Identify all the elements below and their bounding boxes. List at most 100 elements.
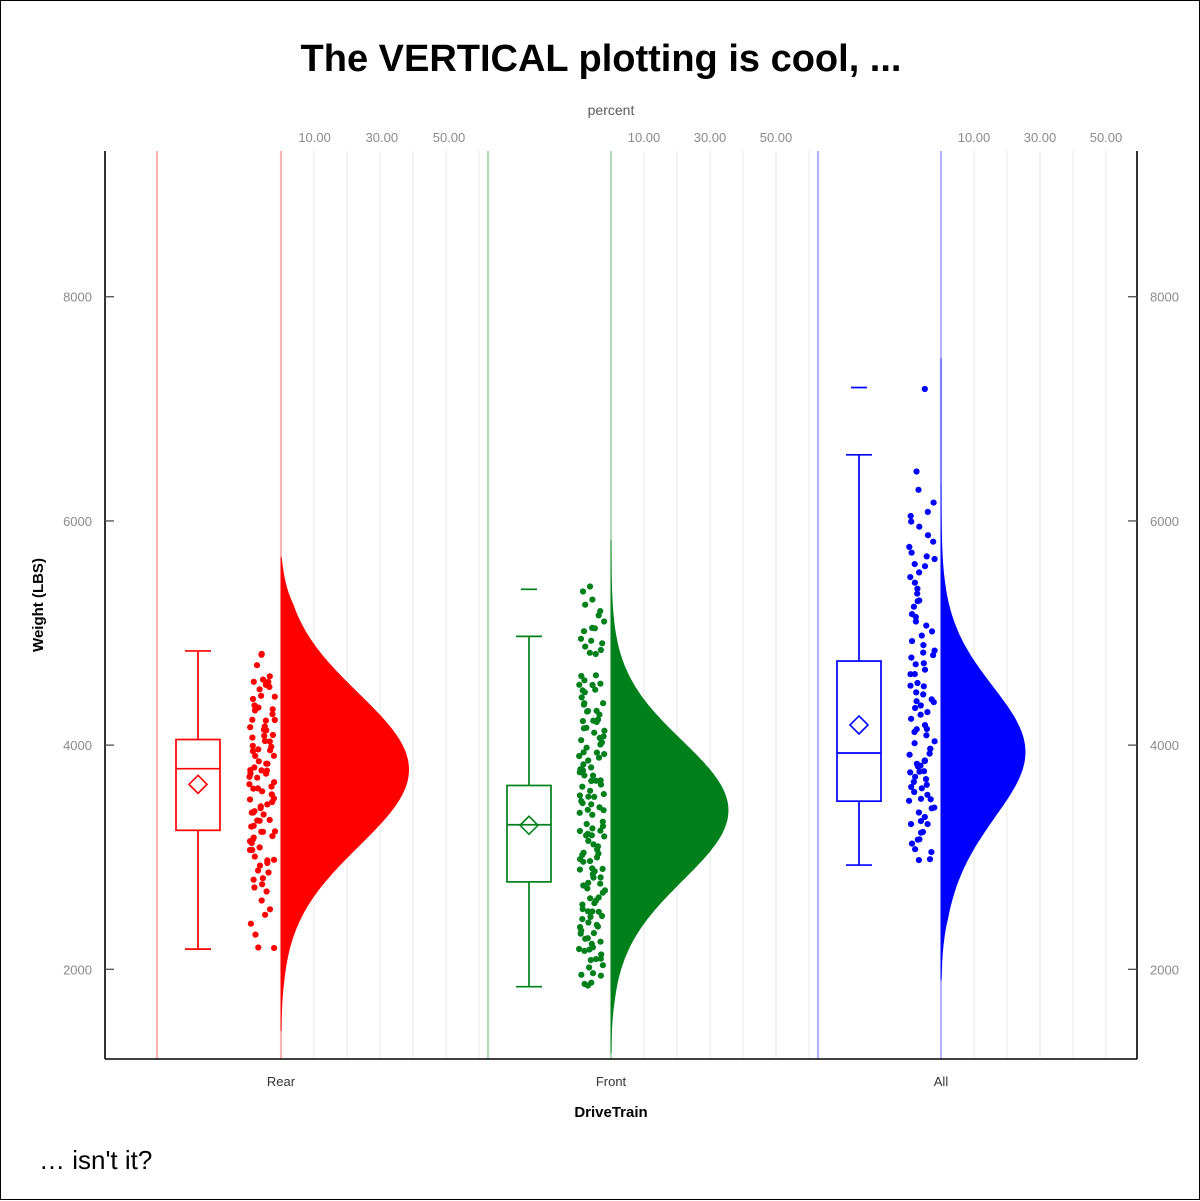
scatter-point bbox=[576, 792, 584, 799]
scatter-point bbox=[586, 964, 593, 971]
scatter-point bbox=[589, 908, 596, 915]
scatter-point bbox=[585, 879, 592, 886]
scatter-point bbox=[586, 858, 594, 865]
scatter-point bbox=[907, 671, 914, 678]
scatter-point bbox=[923, 553, 930, 560]
chart-footnote: … isn't it? bbox=[39, 1145, 152, 1175]
scatter-point bbox=[592, 956, 600, 963]
scatter-point bbox=[589, 681, 596, 689]
scatter-point bbox=[591, 793, 598, 801]
scatter-point bbox=[250, 785, 257, 792]
scatter-point bbox=[246, 846, 254, 854]
scatter-point bbox=[583, 832, 590, 839]
scatter-point bbox=[908, 783, 915, 791]
scatter-point bbox=[908, 840, 916, 847]
scatter-point bbox=[270, 856, 278, 863]
scatter-point bbox=[584, 707, 592, 715]
percent-tick-label: 30.00 bbox=[694, 130, 727, 145]
scatter-point bbox=[249, 748, 256, 755]
scatter-point bbox=[920, 683, 927, 690]
scatter-point bbox=[912, 661, 919, 668]
scatter-point bbox=[255, 944, 262, 951]
scatter-point bbox=[911, 740, 918, 747]
scatter-point bbox=[927, 796, 934, 803]
scatter-point bbox=[601, 618, 608, 625]
scatter-point bbox=[592, 686, 599, 693]
scatter-point bbox=[593, 777, 600, 784]
scatter-point bbox=[920, 768, 928, 775]
scatter-point bbox=[269, 833, 276, 840]
scatter-point bbox=[262, 911, 269, 918]
scatter-point bbox=[259, 881, 266, 888]
scatter-point bbox=[579, 901, 586, 908]
scatter-point bbox=[920, 649, 927, 656]
scatter-point bbox=[580, 749, 587, 756]
y-tick-label-right: 8000 bbox=[1150, 290, 1179, 305]
scatter-point bbox=[271, 693, 278, 700]
scatter-point bbox=[591, 900, 598, 907]
scatter-point bbox=[580, 628, 588, 635]
scatter-point bbox=[599, 823, 607, 830]
scatter-point bbox=[914, 679, 921, 687]
percent-tick-label: 30.00 bbox=[1024, 130, 1057, 145]
scatter-point bbox=[601, 887, 609, 894]
scatter-point bbox=[263, 770, 270, 777]
scatter-point bbox=[589, 772, 597, 779]
scatter-point bbox=[598, 912, 606, 920]
percent-tick-label: 10.00 bbox=[628, 130, 661, 145]
scatter-point bbox=[907, 574, 914, 581]
scatter-point bbox=[251, 853, 258, 860]
scatter-point bbox=[924, 532, 932, 539]
scatter-point bbox=[265, 869, 272, 876]
scatter-point bbox=[915, 763, 922, 770]
scatter-point bbox=[588, 832, 595, 839]
scatter-point bbox=[597, 680, 604, 687]
scatter-point bbox=[913, 468, 920, 475]
scatter-point bbox=[246, 773, 253, 780]
scatter-point bbox=[595, 754, 603, 761]
scatter-point bbox=[249, 742, 256, 749]
scatter-point bbox=[600, 791, 607, 798]
scatter-point bbox=[911, 788, 918, 796]
scatter-point bbox=[600, 807, 607, 814]
x-axis-title: DriveTrain bbox=[574, 1104, 647, 1121]
scatter-point bbox=[912, 618, 920, 625]
scatter-point bbox=[915, 486, 922, 493]
scatter-point bbox=[926, 856, 934, 863]
scatter-point bbox=[268, 783, 275, 790]
scatter-point bbox=[923, 725, 931, 733]
scatter-point bbox=[582, 643, 589, 650]
scatter-point bbox=[930, 499, 937, 506]
scatter-points bbox=[246, 385, 938, 989]
scatter-point bbox=[256, 686, 263, 693]
scatter-point bbox=[586, 946, 593, 953]
chart-title: The VERTICAL plotting is cool, ... bbox=[301, 38, 902, 80]
percent-axis: 10.00 30.00 50.00 10.00 30.00 50.00 10.00 30.00… bbox=[298, 102, 1122, 145]
scatter-point bbox=[576, 809, 583, 816]
scatter-point bbox=[920, 642, 927, 649]
scatter-point bbox=[256, 844, 263, 851]
scatter-point bbox=[576, 866, 584, 873]
scatter-point bbox=[590, 930, 598, 937]
scatter-point bbox=[593, 718, 600, 726]
scatter-point bbox=[580, 761, 587, 768]
box-iqr bbox=[506, 784, 552, 883]
scatter-point bbox=[254, 774, 261, 781]
category-label-all: All bbox=[934, 1074, 949, 1089]
scatter-point bbox=[930, 652, 937, 659]
scatter-point bbox=[584, 982, 592, 989]
scatter-point bbox=[587, 787, 594, 794]
box-iqr bbox=[836, 660, 882, 803]
scatter-point bbox=[261, 737, 269, 745]
scatter-point bbox=[600, 733, 607, 740]
scatter-point bbox=[591, 729, 598, 736]
scatter-point bbox=[597, 955, 604, 962]
scatter-point bbox=[928, 849, 935, 856]
scatter-point bbox=[917, 829, 925, 836]
scatter-point bbox=[585, 919, 592, 926]
scatter-point bbox=[911, 728, 918, 736]
scatter-point bbox=[579, 783, 586, 790]
scatter-point bbox=[257, 803, 264, 810]
scatter-point bbox=[271, 716, 278, 724]
